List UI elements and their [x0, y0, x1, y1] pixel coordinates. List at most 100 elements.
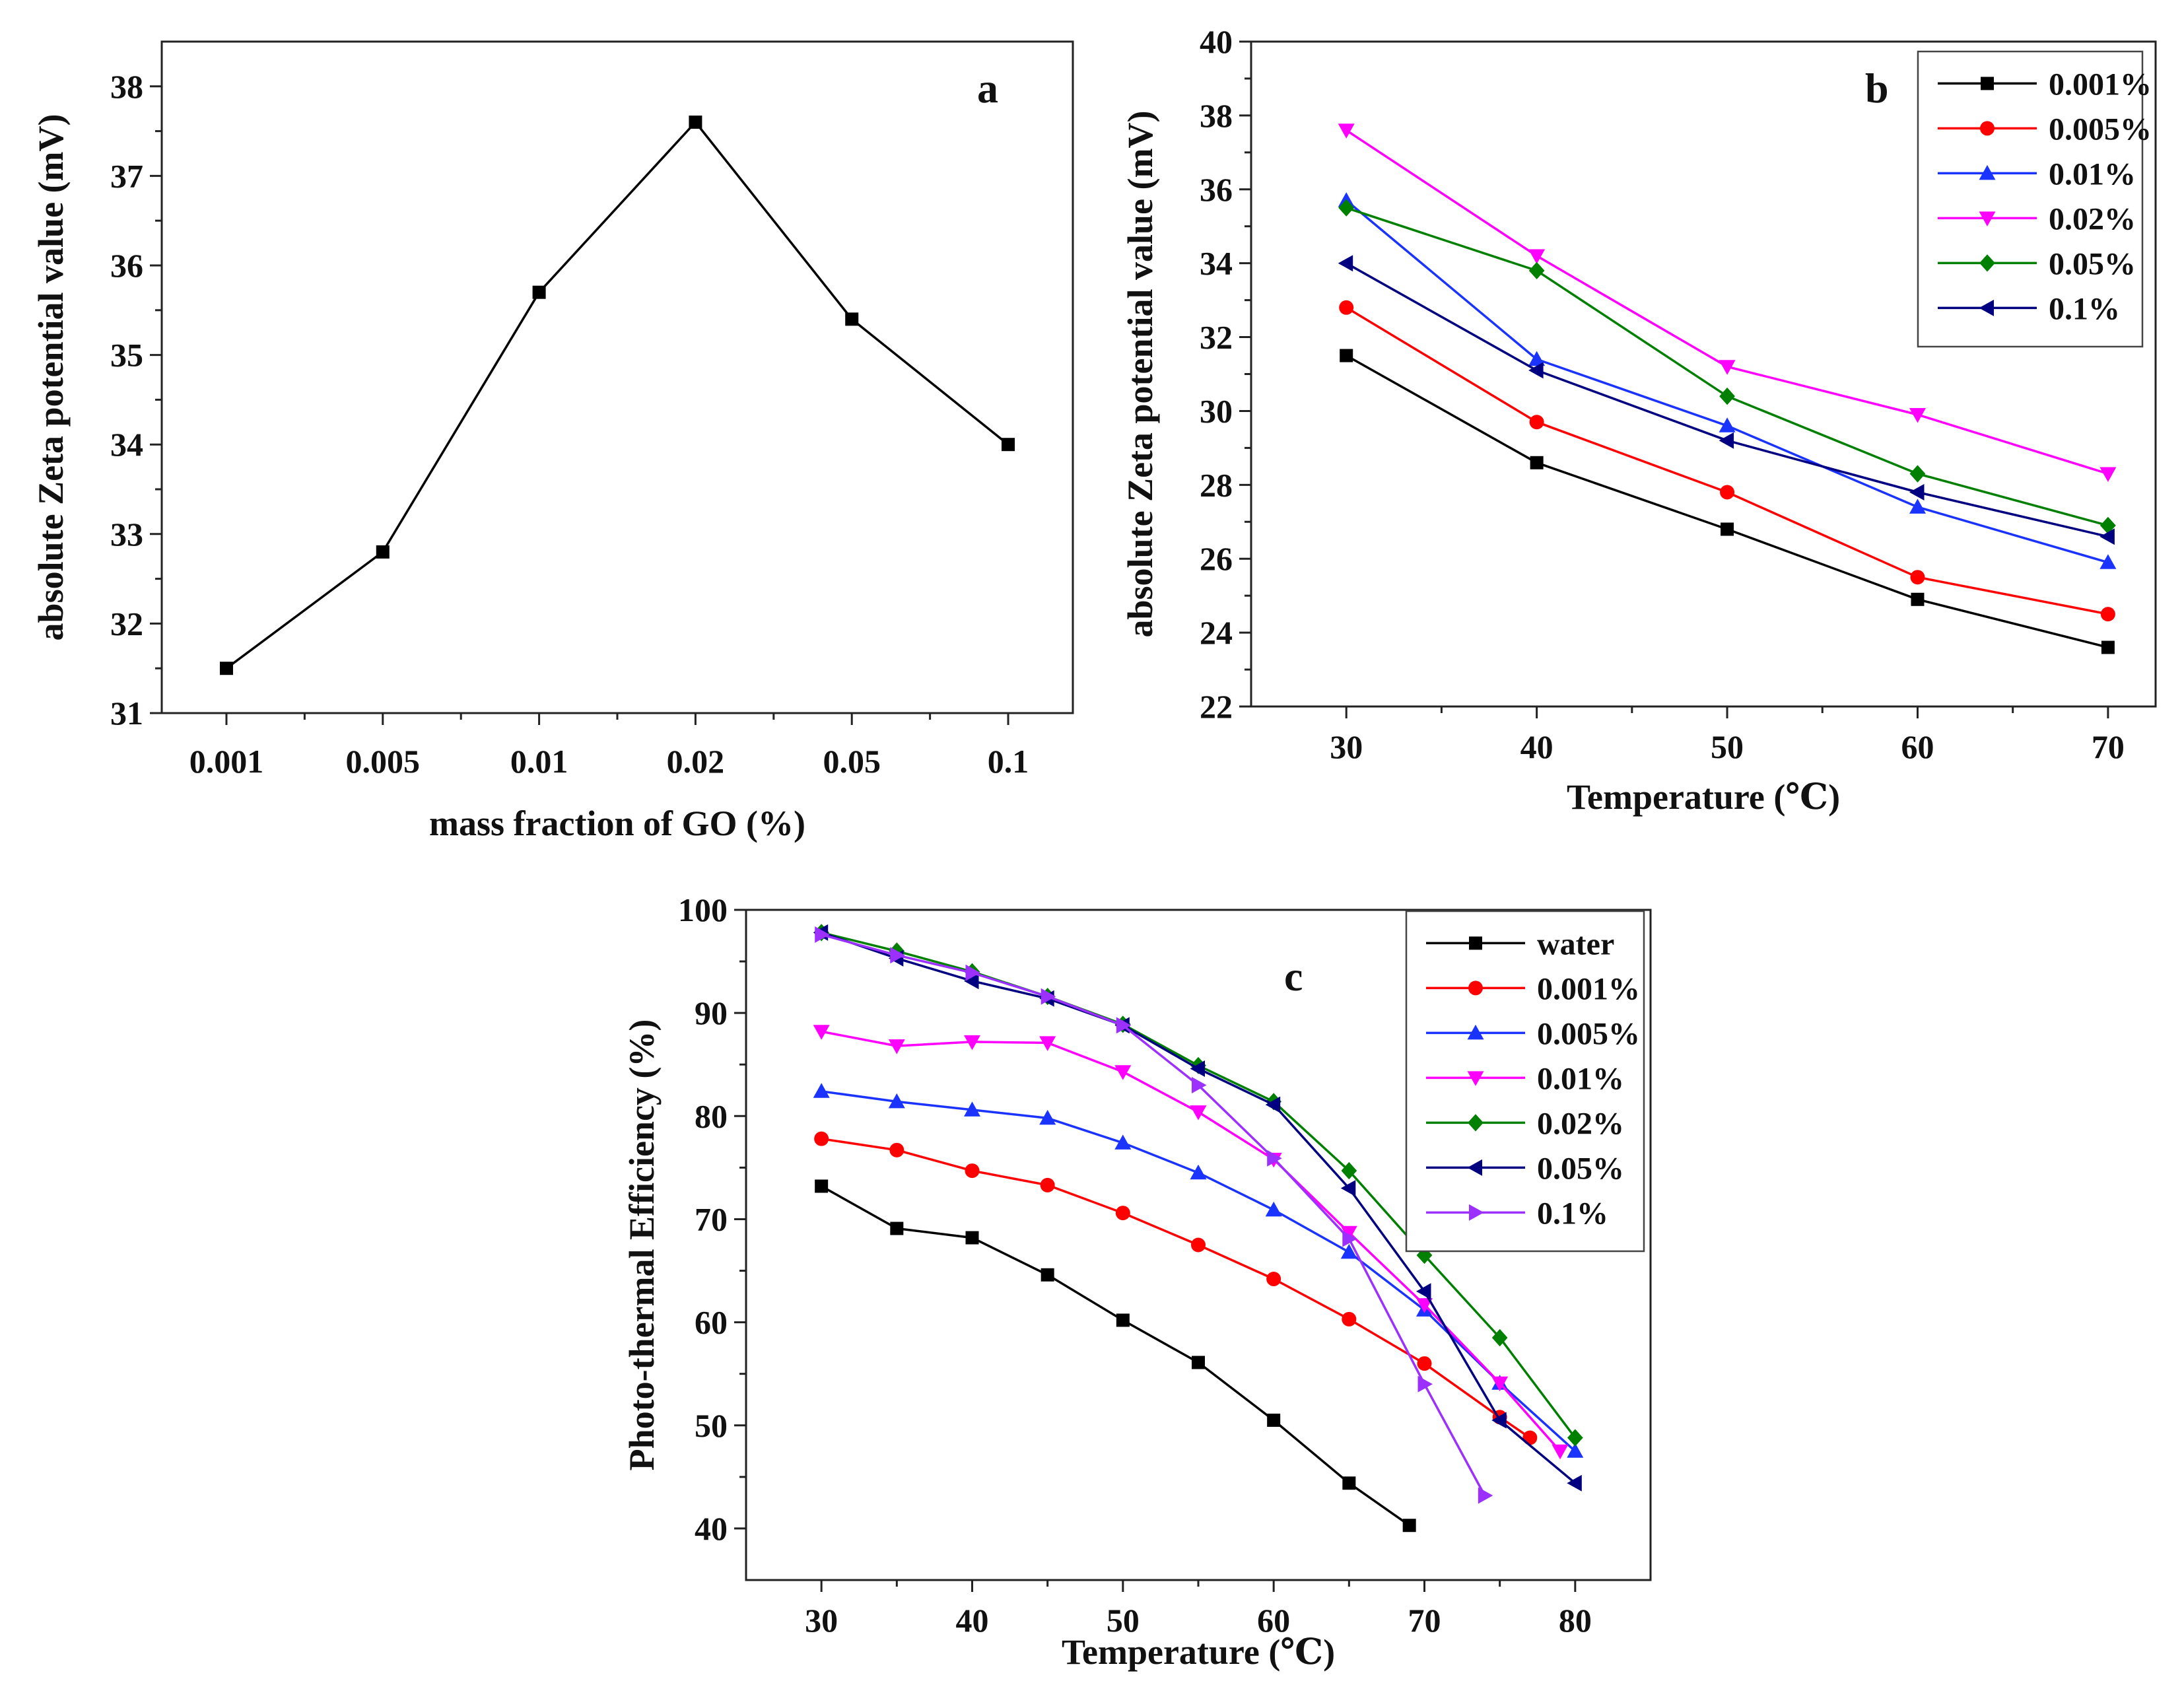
panel-b-data-point: [1719, 387, 1735, 405]
panel-b-data-point: [1911, 592, 1925, 606]
panel-c-data-point: [814, 1131, 829, 1146]
panel-b-y-tick-label: 36: [1200, 171, 1233, 208]
panel-c-data-point: [1491, 1412, 1507, 1429]
panel-c-data-point: [1478, 1487, 1493, 1504]
panel-c-legend-label-0-02pct: 0.02%: [1537, 1106, 1624, 1141]
panel-c-data-point: [1190, 1164, 1207, 1180]
panel-c-legend-label-water: water: [1537, 926, 1614, 961]
panel-b-data-point: [1528, 362, 1544, 379]
panel-c-legend-label-0-005pct: 0.005%: [1537, 1016, 1640, 1051]
panel-c-data-point: [965, 1163, 980, 1179]
panel-b-data-point: [1910, 570, 1925, 585]
panel-a-y-tick-label: 36: [110, 247, 143, 284]
panel-c-legend-label-0-05pct: 0.05%: [1537, 1151, 1624, 1186]
panel-a-data-point: [532, 285, 546, 299]
panel-a-x-tick-label: 0.05: [823, 743, 881, 780]
panel-b-data-point: [1721, 522, 1734, 536]
panel-c-data-point: [815, 1179, 829, 1193]
panel-c-legend-marker-water: [1469, 936, 1482, 950]
panel-b-legend-marker-0-1pct: [1979, 299, 1994, 316]
panel-a-data-point: [1002, 438, 1015, 452]
panel-b-y-tick-label: 24: [1200, 614, 1233, 651]
panel-a-y-tick-label: 37: [110, 157, 143, 194]
panel-b-data-point: [1909, 408, 1926, 423]
panel-c-data-point: [1340, 1180, 1356, 1197]
panel-a-y-tick-label: 31: [110, 695, 143, 732]
panel-c-data-point: [1192, 1356, 1205, 1369]
panel-c-series-0-01pct: [813, 1025, 1569, 1460]
panel-b-x-tick-label: 70: [2092, 728, 2125, 765]
panel-b-data-point: [1719, 432, 1734, 449]
panel-a-x-tick-label: 0.1: [988, 743, 1029, 780]
panel-c-data-point: [1341, 1161, 1357, 1180]
panel-c-data-point: [1114, 1134, 1132, 1150]
panel-b-data-point: [1719, 360, 1736, 375]
panel-b-legend-marker-0-02pct: [1979, 211, 1996, 226]
panel-b-data-point: [1528, 351, 1546, 366]
panel-c-legend-marker-0-1pct: [1469, 1204, 1484, 1221]
panel-b-series-0-02pct: [1338, 123, 2117, 482]
panel-b-series-0-005pct: [1339, 300, 2115, 622]
panel-c-data-point: [890, 1222, 904, 1235]
panel-b-data-point: [1909, 465, 1926, 483]
panel-c-data-point: [1417, 1375, 1433, 1393]
panel-b-legend-label-0-005pct: 0.005%: [2049, 112, 2152, 147]
panel-c-legend-marker-0-005pct: [1467, 1024, 1484, 1040]
panel-c-data-point: [1267, 1413, 1281, 1427]
panel-c-series-line-0-1pct: [821, 933, 1486, 1496]
panel-b-data-point: [1338, 123, 1355, 139]
panel-b-data-point: [2100, 607, 2115, 622]
panel-c-y-tick-label: 60: [695, 1304, 728, 1341]
panel-c-data-point: [1491, 1328, 1508, 1347]
panel-c-legend-marker-0-01pct: [1467, 1071, 1484, 1086]
panel-c-legend-marker-0-001pct: [1468, 981, 1483, 996]
panel-c-y-tick-label: 80: [695, 1097, 728, 1134]
panel-b-y-axis-title: absolute Zeta potential value (mV): [1120, 111, 1160, 638]
panel-a-chart: a mass fraction of GO (%) absolute Zeta …: [31, 40, 1074, 843]
panel-b-data-point: [1720, 485, 1735, 500]
panel-c-data-point: [1190, 1105, 1207, 1120]
panel-c-legend-label-0-01pct: 0.01%: [1537, 1061, 1624, 1096]
panel-b-label: b: [1865, 65, 1889, 112]
panel-a-x-tick-label: 0.005: [346, 743, 421, 780]
panel-c-data-point: [1416, 1283, 1431, 1300]
panel-c-y-axis-title: Photo-thermal Efficiency (%): [622, 1019, 662, 1471]
panel-b-series-0-05pct: [1338, 199, 2116, 534]
panel-b-y-tick-label: 38: [1200, 97, 1233, 134]
panel-c-data-point: [888, 1039, 905, 1054]
panel-c-data-point: [815, 926, 830, 943]
panel-a-x-tick-label: 0.01: [510, 743, 568, 780]
panel-c-data-point: [1040, 1177, 1055, 1192]
panel-a-data-point: [376, 545, 390, 559]
panel-b-data-point: [2101, 640, 2115, 654]
panel-c-legend-label-0-001pct: 0.001%: [1537, 971, 1640, 1006]
panel-c-data-point: [890, 947, 905, 964]
panel-c-legend-label-0-1pct: 0.1%: [1537, 1196, 1608, 1231]
panel-b-x-axis-title: Temperature (℃): [1567, 777, 1840, 817]
panel-c-data-point: [1342, 1311, 1357, 1326]
panel-b-data-point: [1530, 456, 1544, 469]
panel-b-data-point: [1338, 199, 1355, 217]
panel-c-data-point: [965, 1231, 979, 1245]
panel-a-y-tick-label: 35: [110, 337, 143, 374]
panel-b-series-0-1pct: [1338, 255, 2115, 545]
panel-b-legend-label-0-05pct: 0.05%: [2049, 246, 2136, 281]
panel-b-legend-marker-0-001pct: [1981, 77, 1994, 90]
panel-c-data-point: [1114, 1065, 1132, 1080]
panel-a-y-tick-label: 32: [110, 605, 143, 642]
panel-b-data-point: [1909, 499, 1926, 514]
panel-c-data-point: [1342, 1230, 1357, 1247]
panel-b-y-tick-label: 28: [1200, 466, 1233, 503]
panel-b-data-point: [1529, 415, 1544, 430]
panel-c-data-point: [1116, 1313, 1130, 1327]
panel-a-data-point: [845, 312, 859, 326]
panel-c-data-point: [964, 1035, 980, 1050]
panel-c-y-tick-label: 70: [695, 1200, 728, 1237]
panel-b-data-point: [2099, 554, 2117, 569]
panel-c-data-point: [813, 1025, 830, 1040]
panel-c-data-point: [964, 1101, 980, 1117]
panel-b-data-point: [2099, 467, 2117, 482]
panel-c-x-axis-title: Temperature (℃): [1062, 1632, 1335, 1672]
panel-c-data-point: [1116, 1017, 1132, 1034]
